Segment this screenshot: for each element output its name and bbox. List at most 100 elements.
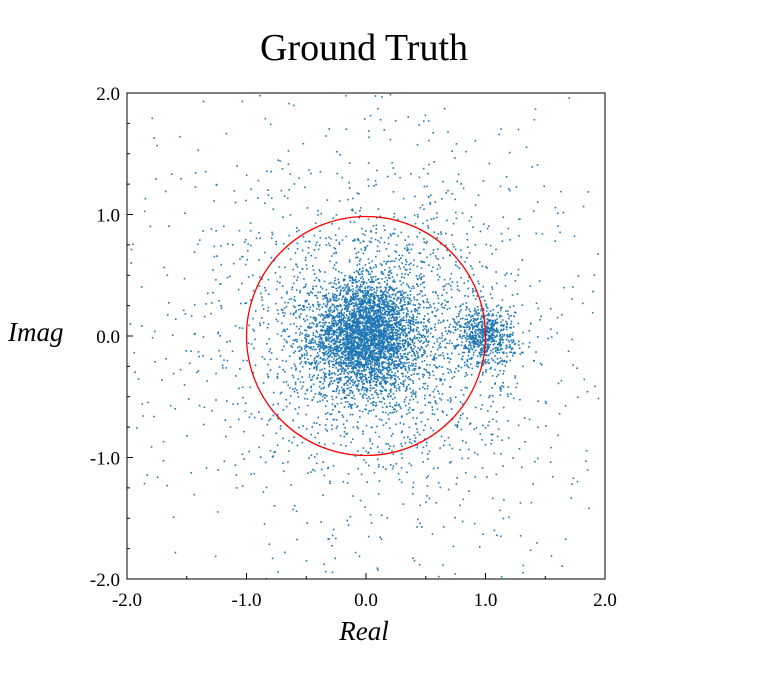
scatter-point bbox=[372, 328, 374, 331]
scatter-point bbox=[334, 279, 336, 282]
scatter-point bbox=[378, 463, 380, 466]
scatter-point bbox=[354, 352, 357, 354]
scatter-point bbox=[419, 522, 421, 525]
scatter-point bbox=[487, 343, 489, 345]
scatter-point bbox=[347, 285, 349, 288]
scatter-point bbox=[472, 337, 475, 340]
scatter-point bbox=[471, 348, 473, 351]
scatter-point bbox=[319, 342, 322, 345]
scatter-point bbox=[364, 327, 367, 330]
scatter-point bbox=[349, 322, 351, 325]
scatter-point bbox=[510, 314, 513, 317]
scatter-point bbox=[359, 358, 362, 361]
scatter-point bbox=[545, 425, 547, 427]
scatter-point bbox=[383, 367, 386, 369]
scatter-point bbox=[416, 431, 419, 434]
scatter-point bbox=[319, 329, 322, 332]
scatter-point bbox=[369, 329, 372, 332]
scatter-point bbox=[413, 373, 415, 375]
scatter-point bbox=[377, 315, 380, 317]
scatter-point bbox=[335, 367, 337, 369]
scatter-point bbox=[355, 289, 357, 292]
scatter-point bbox=[481, 328, 484, 331]
scatter-point bbox=[307, 404, 309, 407]
scatter-point bbox=[356, 305, 358, 308]
scatter-point bbox=[473, 310, 476, 312]
scatter-point bbox=[362, 347, 365, 349]
scatter-point bbox=[422, 353, 425, 356]
scatter-point bbox=[383, 291, 385, 294]
scatter-point bbox=[345, 302, 347, 304]
scatter-point bbox=[381, 333, 384, 336]
scatter-point bbox=[413, 296, 415, 299]
scatter-point bbox=[350, 355, 352, 357]
scatter-point bbox=[368, 278, 370, 281]
scatter-point bbox=[344, 338, 346, 341]
scatter-point bbox=[488, 330, 491, 333]
scatter-point bbox=[344, 401, 347, 403]
scatter-point bbox=[381, 309, 384, 312]
scatter-point bbox=[360, 341, 363, 344]
scatter-point bbox=[363, 330, 366, 332]
scatter-point bbox=[418, 433, 421, 436]
scatter-point bbox=[362, 252, 365, 255]
scatter-point bbox=[485, 331, 488, 333]
scatter-point bbox=[470, 265, 472, 267]
scatter-point bbox=[361, 233, 364, 235]
scatter-point bbox=[475, 329, 477, 331]
scatter-point bbox=[335, 427, 338, 430]
scatter-point bbox=[292, 282, 295, 285]
scatter-point bbox=[269, 348, 272, 350]
scatter-point bbox=[416, 294, 419, 296]
scatter-point bbox=[478, 328, 481, 331]
scatter-point bbox=[433, 326, 436, 328]
scatter-point bbox=[396, 353, 398, 355]
scatter-point bbox=[362, 270, 364, 272]
scatter-point bbox=[351, 209, 353, 211]
scatter-point bbox=[502, 360, 505, 363]
scatter-point bbox=[352, 292, 355, 295]
scatter-point bbox=[337, 327, 340, 329]
scatter-point bbox=[399, 348, 401, 351]
scatter-point bbox=[449, 385, 452, 388]
scatter-point bbox=[397, 297, 399, 300]
scatter-point bbox=[342, 388, 345, 390]
scatter-point bbox=[472, 317, 475, 320]
scatter-point bbox=[335, 387, 338, 390]
scatter-point bbox=[409, 378, 412, 381]
scatter-point bbox=[312, 468, 314, 471]
scatter-point bbox=[510, 339, 512, 342]
scatter-point bbox=[410, 442, 413, 445]
scatter-point bbox=[372, 359, 374, 361]
scatter-point bbox=[310, 363, 312, 366]
scatter-point bbox=[358, 301, 361, 304]
scatter-point bbox=[469, 422, 472, 424]
scatter-point bbox=[394, 348, 397, 351]
scatter-point bbox=[356, 264, 358, 267]
scatter-point bbox=[379, 342, 381, 345]
scatter-point bbox=[388, 427, 391, 429]
scatter-point bbox=[351, 381, 354, 384]
scatter-point bbox=[373, 322, 376, 325]
scatter-point bbox=[410, 316, 413, 319]
scatter-point bbox=[401, 357, 404, 359]
scatter-point bbox=[396, 291, 399, 293]
scatter-point bbox=[315, 355, 318, 358]
scatter-point bbox=[410, 362, 413, 365]
scatter-point bbox=[387, 327, 389, 330]
scatter-point bbox=[372, 329, 375, 332]
scatter-point bbox=[369, 387, 372, 389]
scatter-point bbox=[399, 300, 402, 303]
scatter-point bbox=[353, 332, 355, 335]
scatter-point bbox=[522, 365, 524, 368]
scatter-point bbox=[409, 338, 412, 341]
scatter-point bbox=[398, 259, 401, 261]
scatter-point bbox=[331, 320, 333, 322]
scatter-point bbox=[365, 324, 367, 326]
scatter-point bbox=[407, 352, 409, 355]
scatter-point bbox=[376, 316, 378, 319]
scatter-point bbox=[343, 289, 346, 291]
scatter-point bbox=[480, 349, 482, 351]
scatter-point bbox=[370, 522, 373, 524]
scatter-point bbox=[352, 348, 355, 350]
